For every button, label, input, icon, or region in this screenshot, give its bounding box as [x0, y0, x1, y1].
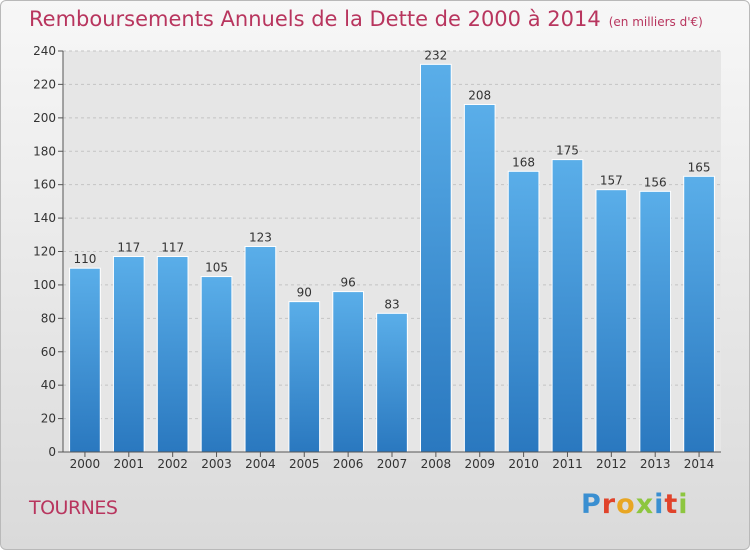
x-tick-label-2013: 2013 [640, 457, 671, 471]
x-axis: 2000 2001 2002 2003 2004 2005 2006 2007 2008 2009… [63, 451, 721, 471]
y-tick-label: 240 [33, 44, 56, 58]
bar-2002 [156, 256, 189, 453]
bar-2014 [683, 175, 715, 453]
x-tick-label-2011: 2011 [552, 457, 583, 471]
x-tick-label-2014: 2014 [684, 457, 715, 471]
bar-2003 [200, 276, 233, 453]
x-tick-label-2012: 2012 [596, 457, 627, 471]
data-label-2004: 123 [249, 230, 272, 244]
y-tick-label: 180 [33, 144, 56, 158]
y-tick-label: 60 [41, 345, 56, 359]
bar-2006 [332, 291, 364, 453]
bar-2008 [420, 63, 452, 453]
x-tick-label-2004: 2004 [245, 457, 276, 471]
data-labels: 110 117 117 105 123 90 96 83 232 208 168 175 157 156 1… [73, 48, 710, 311]
y-tick-label: 200 [33, 111, 56, 125]
chart-title: Remboursements Annuels de la Dette de 20… [29, 7, 703, 31]
x-tick-label-2006: 2006 [333, 457, 364, 471]
data-label-2005: 90 [297, 286, 312, 300]
y-tick-label: 40 [41, 378, 56, 392]
x-tick-label-2005: 2005 [289, 457, 320, 471]
x-tick-label-2008: 2008 [421, 457, 452, 471]
bar-2005 [288, 301, 321, 453]
y-tick-label: 100 [33, 278, 56, 292]
chart-title-text: Remboursements Annuels de la Dette de 20… [29, 7, 601, 31]
bar-2010 [507, 170, 540, 453]
y-tick-label: 120 [33, 245, 56, 259]
data-label-2002: 117 [161, 241, 184, 255]
bar-2001 [112, 256, 145, 453]
data-label-2001: 117 [117, 241, 140, 255]
bar-2007 [376, 312, 408, 453]
y-tick-label: 0 [48, 445, 56, 459]
data-label-2009: 208 [468, 88, 491, 102]
bar-2004 [244, 245, 277, 453]
y-tick-label: 80 [41, 311, 56, 325]
x-tick-label-2001: 2001 [114, 457, 145, 471]
y-tick-label: 140 [33, 211, 56, 225]
data-label-2012: 157 [600, 174, 623, 188]
data-label-2008: 232 [424, 48, 447, 62]
chart-subtitle: (en milliers d'€) [608, 15, 703, 29]
x-tick-label-2000: 2000 [70, 457, 101, 471]
y-axis: 0 20 40 60 80 100 120 140 160 180 200 220 240 [33, 44, 64, 459]
y-tick-label: 20 [41, 412, 56, 426]
data-label-2003: 105 [205, 261, 228, 275]
data-label-2011: 175 [556, 144, 579, 158]
data-label-2013: 156 [644, 175, 667, 189]
x-tick-label-2002: 2002 [157, 457, 188, 471]
bars [69, 63, 715, 453]
data-label-2000: 110 [73, 252, 96, 266]
bar-2011 [551, 159, 584, 453]
proxiti-logo: Proxiti [581, 489, 689, 520]
bar-2009 [463, 103, 496, 453]
x-tick-label-2009: 2009 [464, 457, 495, 471]
x-tick-label-2003: 2003 [201, 457, 232, 471]
data-label-2010: 168 [512, 155, 535, 169]
data-label-2006: 96 [340, 276, 355, 290]
data-label-2014: 165 [688, 160, 711, 174]
x-tick-label-2010: 2010 [508, 457, 539, 471]
data-label-2007: 83 [384, 297, 399, 311]
x-tick-label-2007: 2007 [377, 457, 408, 471]
city-name: TOURNES [29, 497, 118, 519]
bar-2013 [639, 190, 672, 453]
y-tick-label: 220 [33, 77, 56, 91]
y-tick-label: 160 [33, 178, 56, 192]
bar-2012 [595, 189, 628, 453]
bar-2000 [69, 267, 101, 453]
